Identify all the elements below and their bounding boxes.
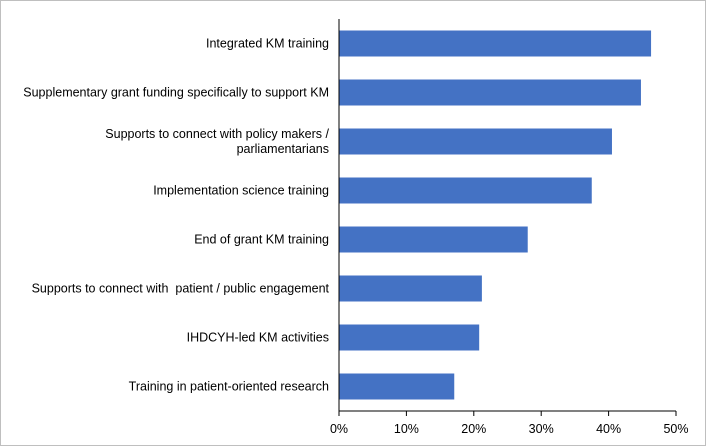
bar: [339, 79, 641, 106]
x-tick-label: 50%: [663, 422, 688, 436]
bar: [339, 30, 652, 57]
y-tick-label: End of grant KM training: [194, 232, 329, 246]
x-tick-label: 0%: [330, 422, 348, 436]
bar: [339, 324, 480, 351]
x-tick-label: 10%: [394, 422, 419, 436]
x-tick-label: 30%: [529, 422, 554, 436]
y-tick-label: Supports to connect with patient / publi…: [31, 281, 329, 295]
bar: [339, 226, 528, 253]
y-tick-label: Integrated KM training: [206, 36, 329, 50]
bar: [339, 128, 612, 155]
bar: [339, 177, 592, 204]
y-tick-label: Training in patient-oriented research: [128, 379, 329, 393]
x-tick-label: 20%: [461, 422, 486, 436]
bar: [339, 275, 482, 302]
y-tick-label: IHDCYH-led KM activities: [186, 330, 329, 344]
y-tick-label: Implementation science training: [153, 183, 329, 197]
bar: [339, 373, 455, 400]
y-tick-label: Supports to connect with policy makers /…: [105, 126, 329, 156]
x-tick-label: 40%: [596, 422, 621, 436]
y-tick-label: Supplementary grant funding specifically…: [23, 85, 329, 99]
